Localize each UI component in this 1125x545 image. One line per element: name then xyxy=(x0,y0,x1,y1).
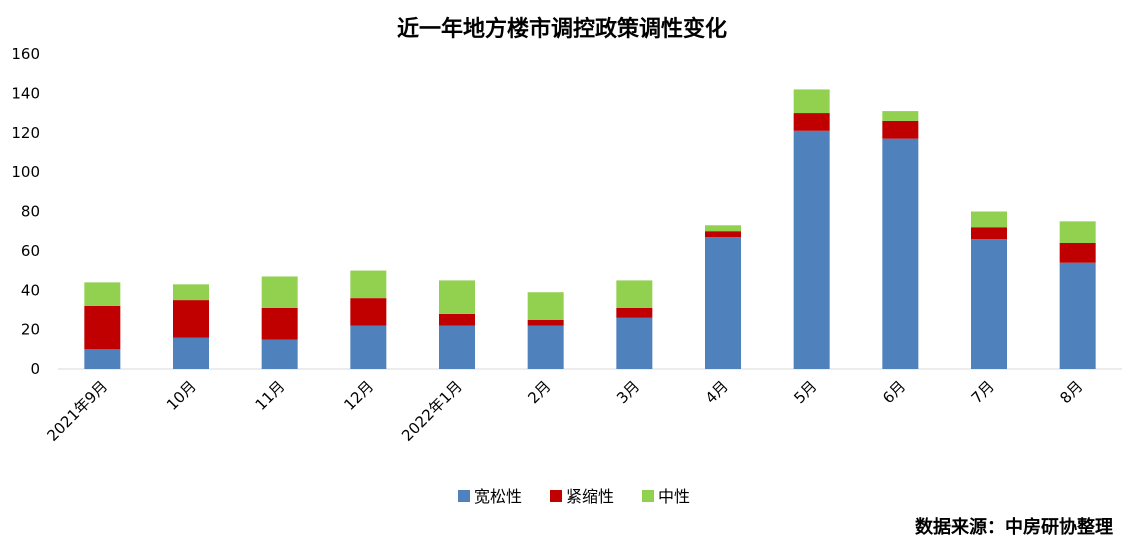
bar-segment-中性 xyxy=(439,280,475,314)
x-axis-labels: 2021年9月 10月 11月 12月 2022年1月 2月 3月 4月 5月 6月 7月 8月 xyxy=(43,377,1086,445)
bar-segment-宽松性 xyxy=(793,130,830,369)
bar-segment-中性 xyxy=(173,284,209,301)
legend-label: 中性 xyxy=(658,487,690,506)
bar-segment-中性 xyxy=(527,292,564,320)
x-tick-label: 4月 xyxy=(702,377,732,407)
y-tick-label: 140 xyxy=(11,84,40,102)
bar-segment-紧缩性 xyxy=(1059,243,1096,263)
bar-segment-紧缩性 xyxy=(793,113,830,131)
bar-segment-宽松性 xyxy=(1059,262,1096,369)
bar-segment-紧缩性 xyxy=(261,307,298,340)
bar-segment-宽松性 xyxy=(527,325,564,369)
bar-segment-紧缩性 xyxy=(439,313,475,326)
y-tick-label: 120 xyxy=(11,124,40,142)
y-tick-label: 80 xyxy=(21,203,40,221)
y-tick-label: 0 xyxy=(30,360,40,378)
bar-segment-宽松性 xyxy=(616,317,653,369)
x-tick-label: 12月 xyxy=(340,377,377,414)
bar-segment-紧缩性 xyxy=(527,319,564,326)
bar-segment-中性 xyxy=(705,225,741,232)
y-tick-label: 100 xyxy=(11,163,40,181)
bar-segment-中性 xyxy=(1059,221,1096,243)
bar-segment-宽松性 xyxy=(439,325,475,369)
y-tick-label: 40 xyxy=(21,281,40,299)
bar-segment-紧缩性 xyxy=(705,231,741,238)
x-tick-label: 10月 xyxy=(163,377,200,414)
bar-segment-宽松性 xyxy=(261,339,298,369)
bar-segment-宽松性 xyxy=(971,239,1007,369)
x-tick-label: 2022年1月 xyxy=(398,377,466,445)
y-tick-label: 20 xyxy=(21,321,40,339)
legend-swatch xyxy=(458,490,470,502)
y-tick-label: 160 xyxy=(11,45,40,63)
legend-swatch xyxy=(550,490,562,502)
bars xyxy=(84,89,1096,369)
x-tick-label: 5月 xyxy=(790,377,820,407)
bar-segment-宽松性 xyxy=(350,325,387,369)
bar-segment-中性 xyxy=(882,111,919,121)
x-tick-label: 2021年9月 xyxy=(43,377,111,445)
x-tick-label: 7月 xyxy=(968,377,998,407)
chart-title: 近一年地方楼市调控政策调性变化 xyxy=(397,16,727,42)
bar-segment-中性 xyxy=(84,282,121,306)
bar-segment-宽松性 xyxy=(84,349,121,369)
bar-segment-中性 xyxy=(261,276,298,308)
y-tick-label: 60 xyxy=(21,242,40,260)
bar-segment-紧缩性 xyxy=(84,306,121,350)
bar-segment-紧缩性 xyxy=(882,120,919,139)
source-note: 数据来源：中房研协整理 xyxy=(915,516,1113,538)
bar-segment-紧缩性 xyxy=(350,298,387,326)
legend-label: 紧缩性 xyxy=(566,487,614,506)
bar-segment-紧缩性 xyxy=(173,300,209,338)
legend-swatch xyxy=(642,490,654,502)
x-tick-label: 2月 xyxy=(524,377,554,407)
legend-label: 宽松性 xyxy=(474,487,522,506)
bar-segment-紧缩性 xyxy=(971,227,1007,240)
bar-segment-中性 xyxy=(350,270,387,299)
legend: 宽松性 紧缩性 中性 xyxy=(458,487,690,506)
bar-segment-中性 xyxy=(793,89,830,114)
x-tick-label: 8月 xyxy=(1056,377,1086,407)
x-tick-label: 3月 xyxy=(613,377,643,407)
bar-segment-宽松性 xyxy=(882,138,919,369)
x-tick-label: 11月 xyxy=(252,377,289,414)
x-tick-label: 6月 xyxy=(879,377,909,407)
bar-segment-宽松性 xyxy=(705,237,741,369)
bar-segment-紧缩性 xyxy=(616,307,653,318)
y-axis: 0 20 40 60 80 100 120 140 160 xyxy=(11,45,40,378)
bar-segment-中性 xyxy=(616,280,653,308)
bar-segment-中性 xyxy=(971,211,1007,228)
bar-segment-宽松性 xyxy=(173,337,209,369)
